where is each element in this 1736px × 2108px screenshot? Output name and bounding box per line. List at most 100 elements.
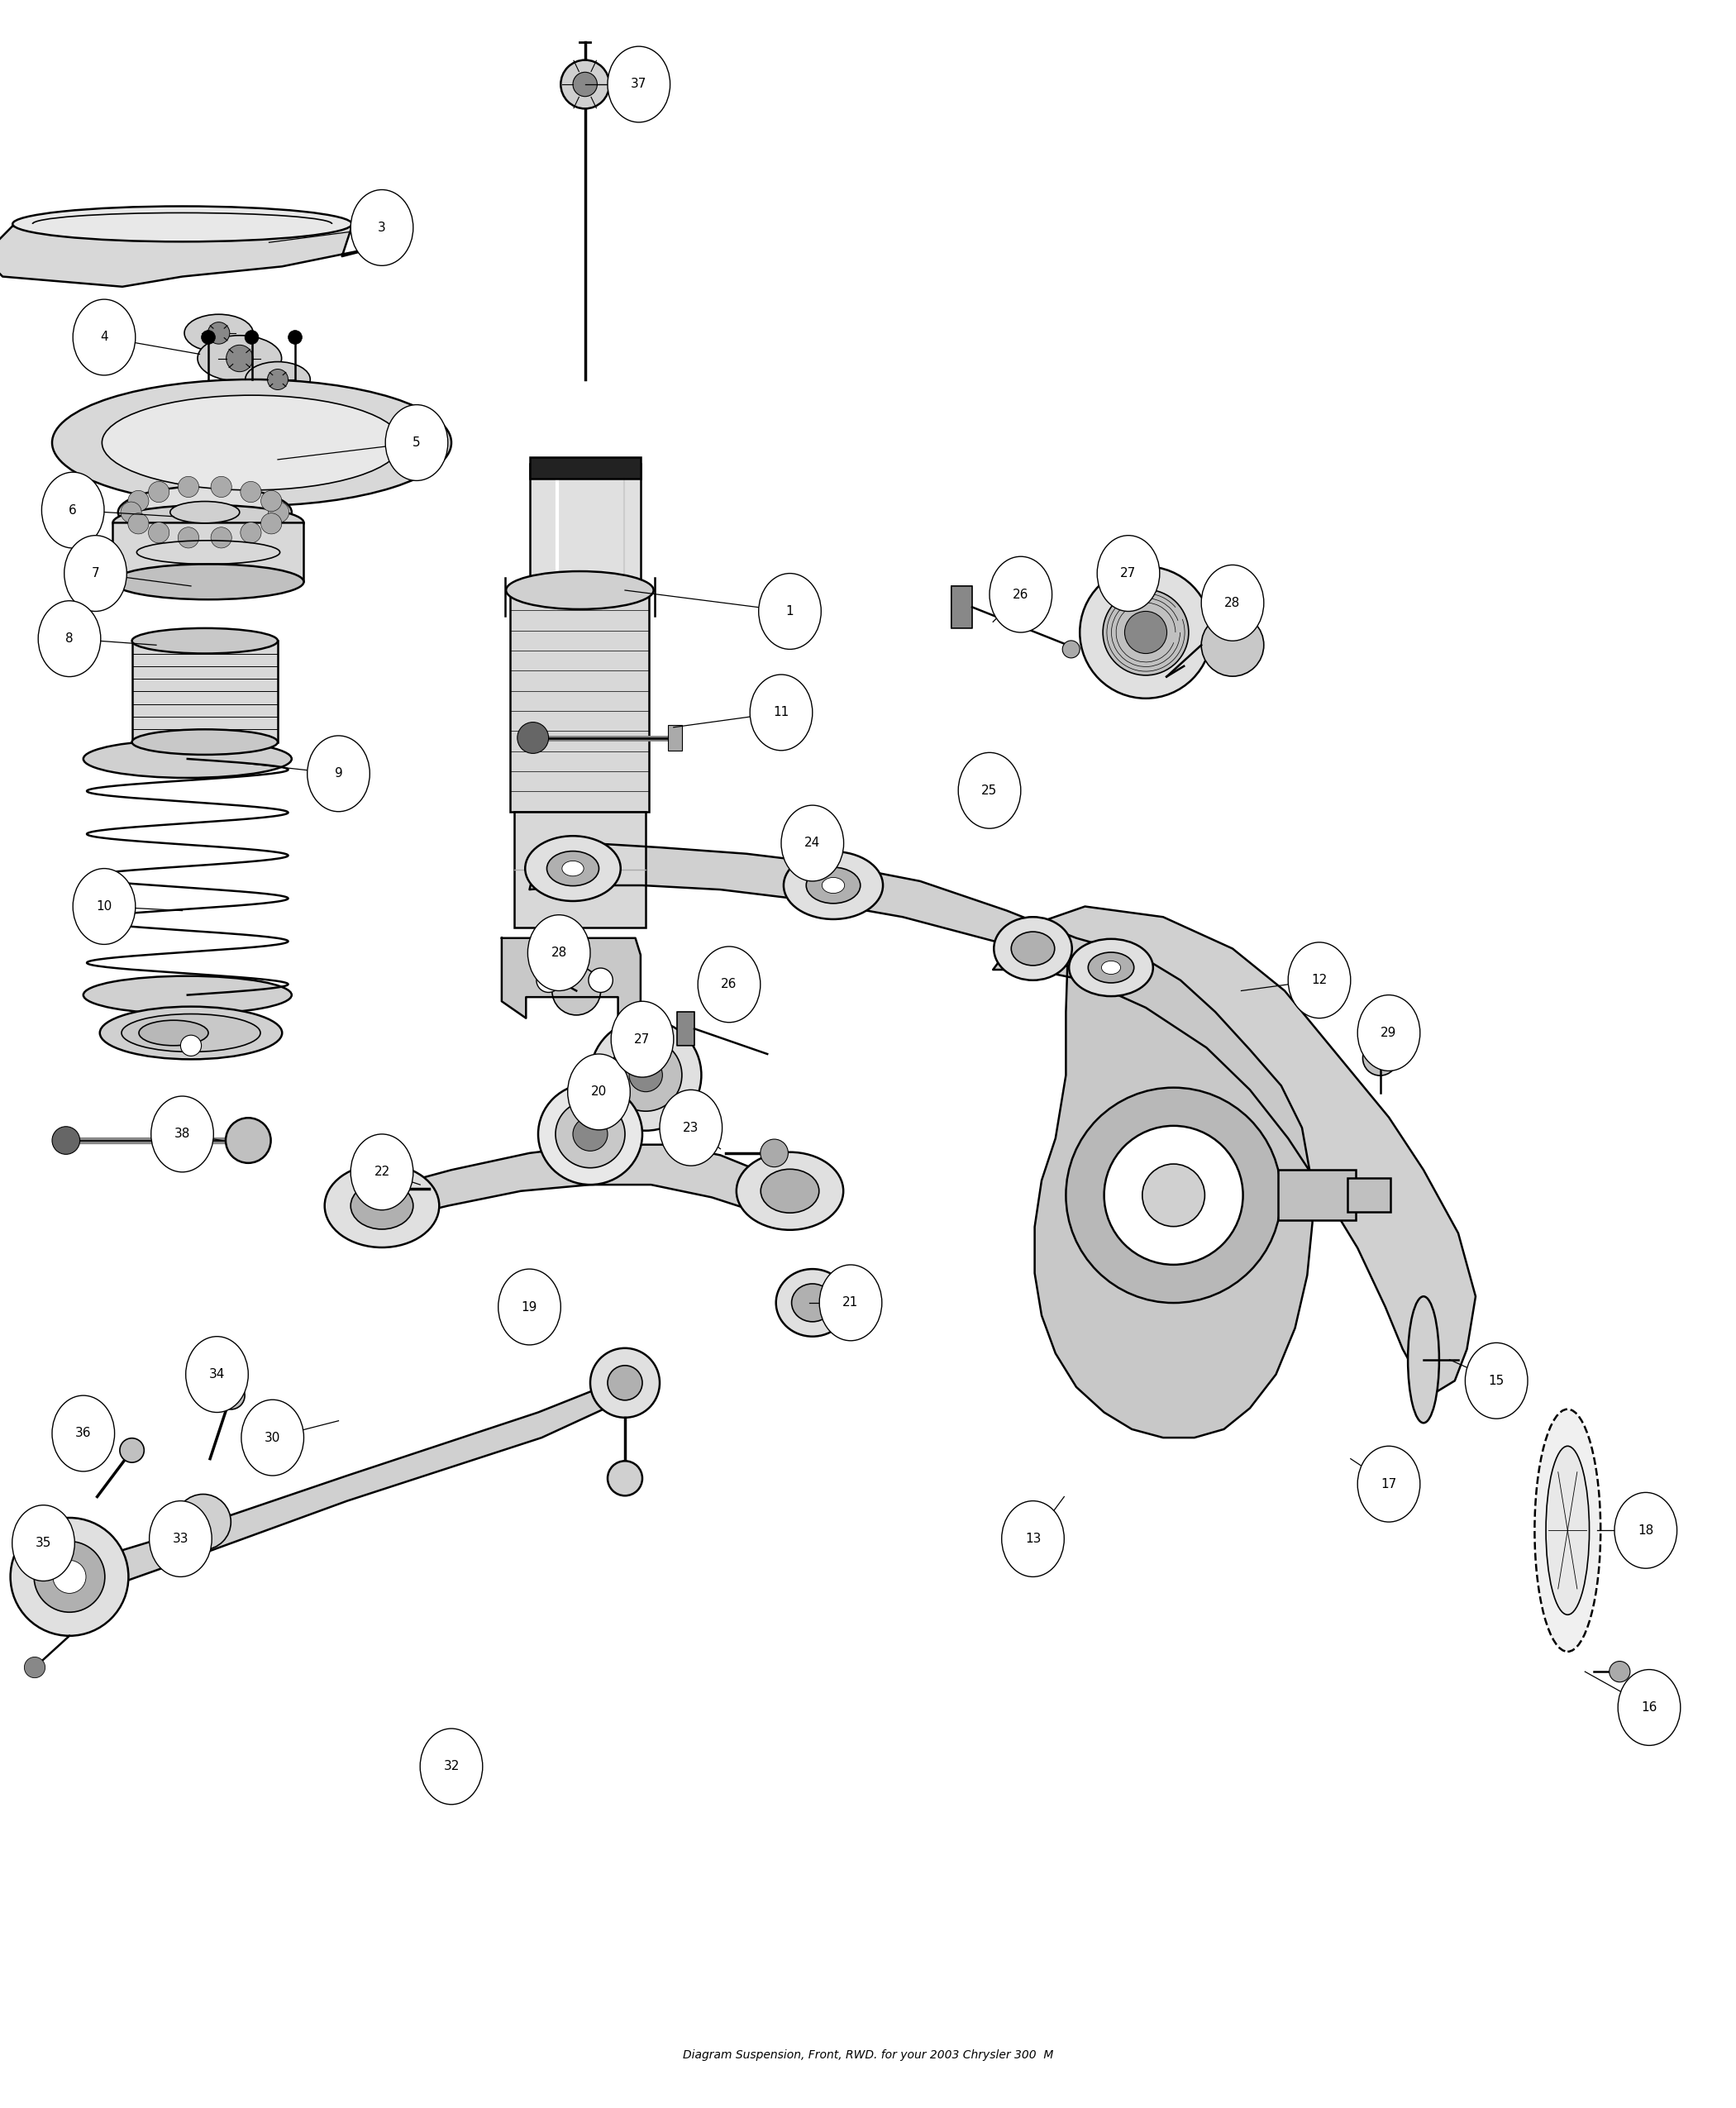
Circle shape — [260, 512, 281, 533]
Text: 22: 22 — [373, 1166, 391, 1178]
Ellipse shape — [52, 1395, 115, 1471]
Ellipse shape — [38, 601, 101, 677]
Ellipse shape — [122, 1014, 260, 1052]
Text: 13: 13 — [1024, 1533, 1042, 1545]
Circle shape — [1062, 641, 1080, 658]
Polygon shape — [502, 938, 641, 1018]
Ellipse shape — [351, 1183, 413, 1229]
Circle shape — [378, 1178, 399, 1199]
Ellipse shape — [573, 1117, 608, 1151]
Ellipse shape — [102, 396, 401, 491]
Circle shape — [590, 1349, 660, 1417]
Ellipse shape — [118, 487, 292, 538]
Ellipse shape — [325, 1164, 439, 1248]
Ellipse shape — [781, 805, 844, 881]
Ellipse shape — [759, 573, 821, 649]
Text: 16: 16 — [1641, 1701, 1658, 1714]
Ellipse shape — [568, 1054, 630, 1130]
Text: 27: 27 — [1120, 567, 1137, 580]
Circle shape — [179, 476, 200, 497]
Polygon shape — [1035, 953, 1312, 1438]
Circle shape — [128, 491, 149, 512]
Circle shape — [1102, 590, 1189, 675]
Ellipse shape — [307, 736, 370, 812]
Circle shape — [517, 723, 549, 753]
Text: 30: 30 — [264, 1431, 281, 1444]
Circle shape — [1125, 611, 1167, 653]
Text: 36: 36 — [75, 1427, 92, 1440]
Circle shape — [590, 1020, 701, 1130]
Ellipse shape — [245, 363, 311, 396]
Text: 10: 10 — [95, 900, 113, 913]
Ellipse shape — [990, 557, 1052, 632]
Ellipse shape — [1535, 1408, 1601, 1653]
FancyBboxPatch shape — [514, 812, 646, 928]
Ellipse shape — [83, 976, 292, 1014]
Ellipse shape — [1088, 953, 1134, 982]
Text: 32: 32 — [443, 1760, 460, 1773]
Text: 9: 9 — [335, 767, 342, 780]
Ellipse shape — [736, 1153, 844, 1229]
Circle shape — [52, 1560, 87, 1594]
Circle shape — [288, 331, 302, 344]
Ellipse shape — [241, 1400, 304, 1476]
Ellipse shape — [611, 1001, 674, 1077]
Text: 21: 21 — [842, 1296, 859, 1309]
Circle shape — [561, 59, 609, 110]
Ellipse shape — [562, 860, 583, 877]
Text: 29: 29 — [1380, 1027, 1397, 1039]
Ellipse shape — [1614, 1492, 1677, 1568]
Circle shape — [149, 523, 170, 544]
Circle shape — [128, 512, 149, 533]
Ellipse shape — [139, 1020, 208, 1046]
Ellipse shape — [385, 405, 448, 481]
Circle shape — [267, 502, 288, 523]
Ellipse shape — [538, 1084, 642, 1185]
Circle shape — [149, 481, 170, 502]
Ellipse shape — [149, 1501, 212, 1577]
Text: 35: 35 — [35, 1537, 52, 1549]
Text: 24: 24 — [804, 837, 821, 850]
Circle shape — [1609, 1661, 1630, 1682]
Ellipse shape — [528, 915, 590, 991]
Circle shape — [217, 1381, 245, 1410]
Ellipse shape — [64, 535, 127, 611]
Circle shape — [181, 1035, 201, 1056]
Ellipse shape — [1465, 1343, 1528, 1419]
Text: 4: 4 — [101, 331, 108, 344]
Ellipse shape — [993, 917, 1073, 980]
Text: Diagram Suspension, Front, RWD. for your 2003 Chrysler 300  M: Diagram Suspension, Front, RWD. for your… — [682, 2049, 1054, 2062]
Ellipse shape — [1358, 1446, 1420, 1522]
Polygon shape — [0, 226, 382, 287]
Circle shape — [10, 1518, 128, 1636]
Circle shape — [120, 1438, 144, 1463]
FancyBboxPatch shape — [510, 590, 649, 812]
Ellipse shape — [1102, 961, 1121, 974]
Circle shape — [1363, 1041, 1397, 1075]
Ellipse shape — [42, 472, 104, 548]
Circle shape — [628, 1058, 663, 1092]
FancyBboxPatch shape — [529, 457, 641, 479]
Circle shape — [120, 502, 141, 523]
Ellipse shape — [498, 1269, 561, 1345]
Circle shape — [1104, 1126, 1243, 1265]
Circle shape — [1201, 613, 1264, 677]
Ellipse shape — [198, 335, 281, 382]
Circle shape — [35, 1541, 104, 1613]
Ellipse shape — [776, 1269, 849, 1336]
Polygon shape — [993, 906, 1476, 1391]
Ellipse shape — [1069, 938, 1153, 997]
Ellipse shape — [1618, 1670, 1680, 1745]
Ellipse shape — [351, 190, 413, 266]
Text: 7: 7 — [92, 567, 99, 580]
Text: 34: 34 — [208, 1368, 226, 1381]
Ellipse shape — [524, 837, 621, 900]
Circle shape — [260, 491, 281, 512]
Circle shape — [1080, 567, 1212, 698]
Text: 6: 6 — [69, 504, 76, 516]
Text: 26: 26 — [720, 978, 738, 991]
Circle shape — [608, 1461, 642, 1497]
Ellipse shape — [1288, 942, 1351, 1018]
Circle shape — [760, 1138, 788, 1168]
Circle shape — [589, 968, 613, 993]
